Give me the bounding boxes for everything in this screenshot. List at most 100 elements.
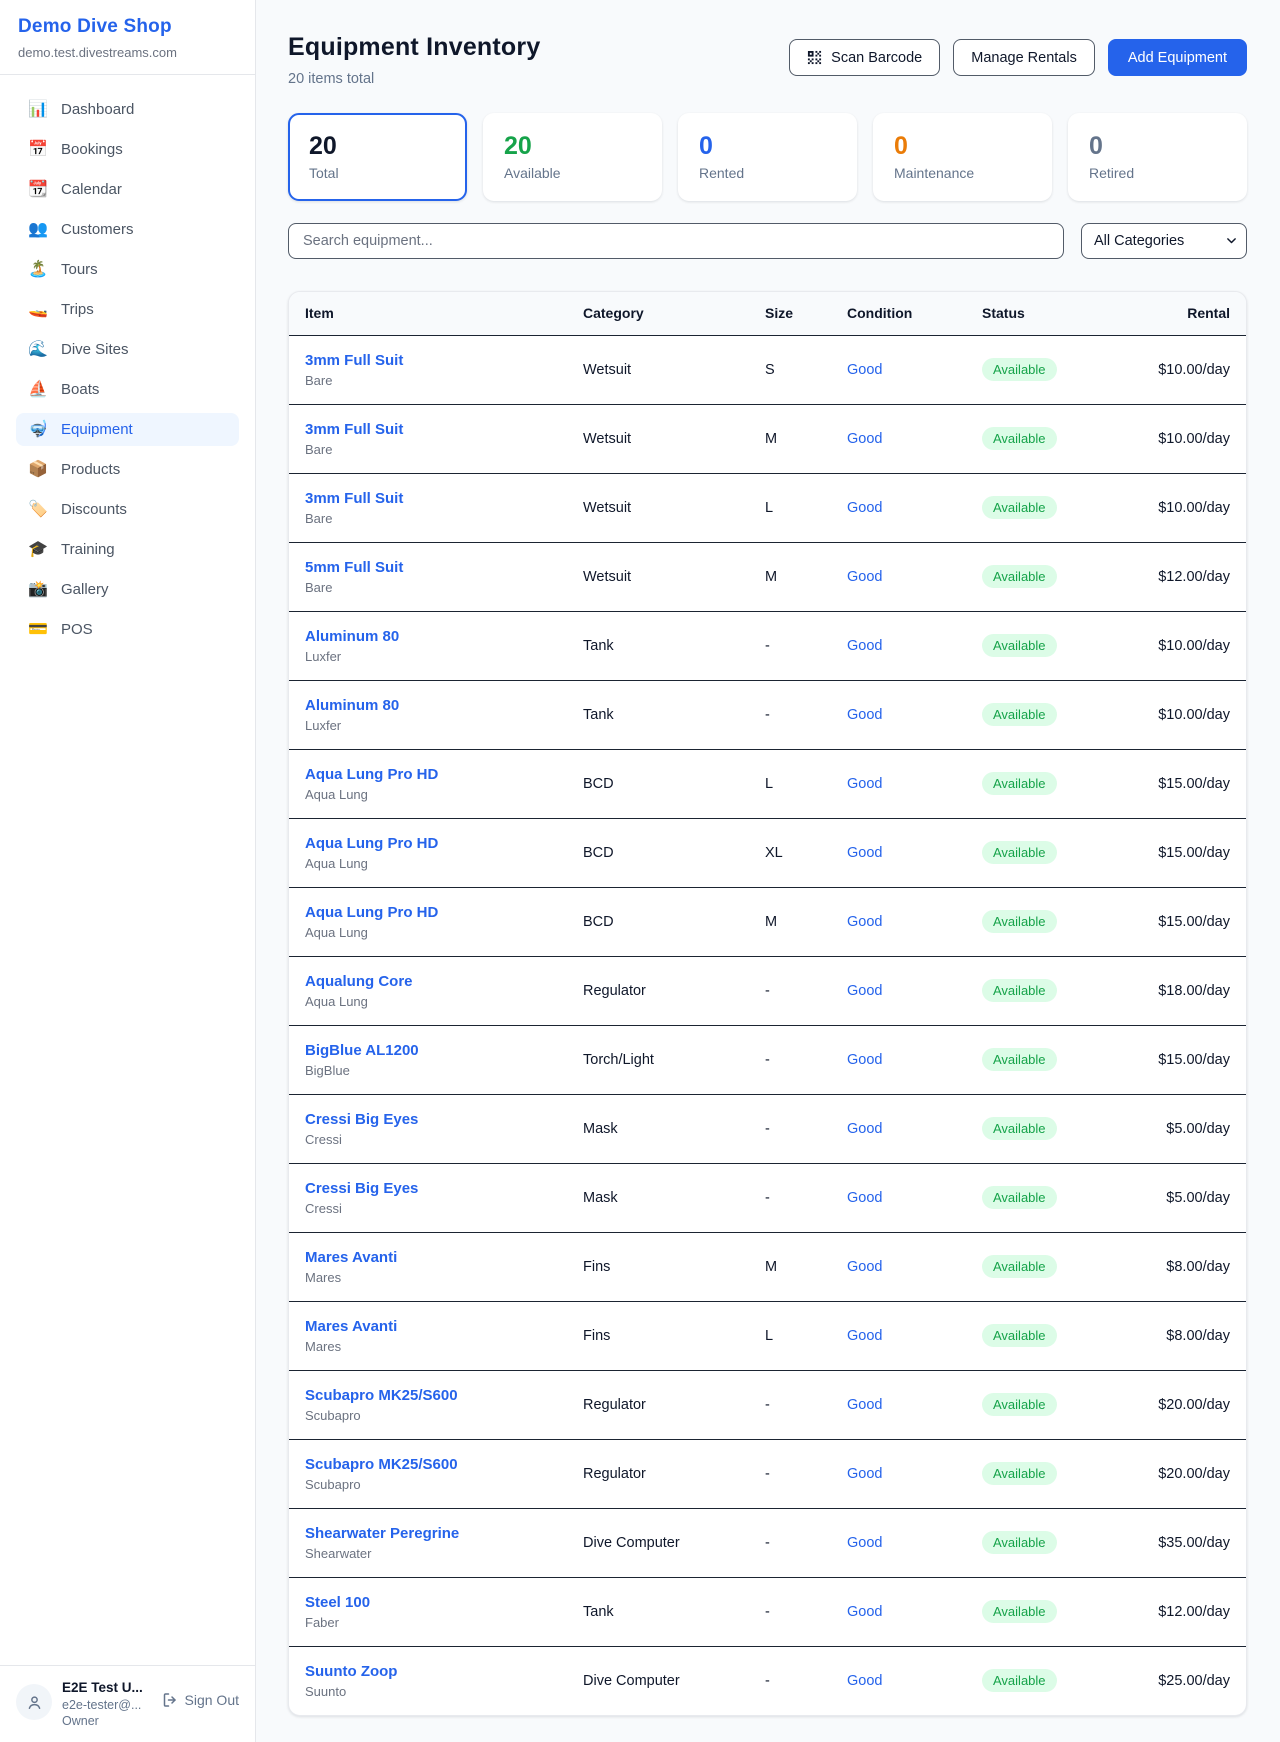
condition-link[interactable]: Good <box>847 913 883 930</box>
cell-category: Dive Computer <box>583 1645 765 1715</box>
stat-value: 20 <box>504 131 532 160</box>
item-name-link[interactable]: Aqualung Core <box>305 972 413 990</box>
item-name-link[interactable]: BigBlue AL1200 <box>305 1041 419 1059</box>
dashboard-icon: 📊 <box>28 100 48 118</box>
item-name-link[interactable]: Scubapro MK25/S600 <box>305 1455 458 1473</box>
sidebar-item-boats[interactable]: ⛵ Boats <box>16 373 239 406</box>
condition-link[interactable]: Good <box>847 430 883 447</box>
item-name-link[interactable]: Aqua Lung Pro HD <box>305 834 439 852</box>
add-equipment-label: Add Equipment <box>1127 49 1227 66</box>
sidebar-item-equipment[interactable]: 🤿 Equipment <box>16 413 239 446</box>
table-row: 5mm Full Suit Bare Wetsuit M Good Available $1… <box>289 541 1246 611</box>
cell-item: BigBlue AL1200 BigBlue <box>289 1024 583 1094</box>
search-input[interactable] <box>288 223 1064 259</box>
brand-name: Demo Dive Shop <box>18 16 172 37</box>
item-name-link[interactable]: 5mm Full Suit <box>305 558 404 576</box>
cell-status: Available <box>982 817 1112 887</box>
condition-link[interactable]: Good <box>847 1258 883 1275</box>
condition-link[interactable]: Good <box>847 1603 883 1620</box>
trips-icon: 🚤 <box>28 300 48 318</box>
add-equipment-button[interactable]: Add Equipment <box>1107 39 1247 76</box>
cell-condition: Good <box>847 472 982 542</box>
item-name-link[interactable]: Cressi Big Eyes <box>305 1110 419 1128</box>
stat-card-rented[interactable]: 0 Rented <box>678 113 857 201</box>
condition-link[interactable]: Good <box>847 568 883 585</box>
condition-link[interactable]: Good <box>847 775 883 792</box>
item-name-link[interactable]: 3mm Full Suit <box>305 420 404 438</box>
stat-card-retired[interactable]: 0 Retired <box>1068 113 1247 201</box>
cell-condition: Good <box>847 1093 982 1163</box>
status-badge: Available <box>982 1324 1057 1347</box>
cell-category: BCD <box>583 886 765 956</box>
condition-link[interactable]: Good <box>847 1189 883 1206</box>
item-name-link[interactable]: Shearwater Peregrine <box>305 1524 460 1542</box>
sidebar-item-gallery[interactable]: 📸 Gallery <box>16 573 239 606</box>
cell-item: Aluminum 80 Luxfer <box>289 679 583 749</box>
condition-link[interactable]: Good <box>847 982 883 999</box>
item-name-link[interactable]: Aluminum 80 <box>305 696 400 714</box>
equipment-icon: 🤿 <box>28 420 48 438</box>
condition-link[interactable]: Good <box>847 1534 883 1551</box>
calendar-icon: 📆 <box>28 180 48 198</box>
stat-value: 0 <box>1089 131 1103 160</box>
item-name-link[interactable]: 3mm Full Suit <box>305 351 404 369</box>
item-name-link[interactable]: 3mm Full Suit <box>305 489 404 507</box>
condition-link[interactable]: Good <box>847 637 883 654</box>
item-brand: Bare <box>305 372 333 388</box>
sidebar-item-customers[interactable]: 👥 Customers <box>16 213 239 246</box>
sidebar-item-pos[interactable]: 💳 POS <box>16 613 239 646</box>
scan-barcode-label: Scan Barcode <box>831 49 923 66</box>
item-brand: Scubapro <box>305 1407 361 1423</box>
sidebar-item-calendar[interactable]: 📆 Calendar <box>16 173 239 206</box>
sidebar-item-dive-sites[interactable]: 🌊 Dive Sites <box>16 333 239 366</box>
sidebar-item-label: Dashboard <box>61 101 135 118</box>
condition-link[interactable]: Good <box>847 499 883 516</box>
sidebar-item-dashboard[interactable]: 📊 Dashboard <box>16 93 239 126</box>
condition-link[interactable]: Good <box>847 1120 883 1137</box>
sidebar-item-bookings[interactable]: 📅 Bookings <box>16 133 239 166</box>
cell-condition: Good <box>847 817 982 887</box>
item-name-link[interactable]: Suunto Zoop <box>305 1662 398 1680</box>
dive-sites-icon: 🌊 <box>28 340 48 358</box>
condition-link[interactable]: Good <box>847 706 883 723</box>
cell-status: Available <box>982 1369 1112 1439</box>
item-name-link[interactable]: Steel 100 <box>305 1593 371 1611</box>
cell-condition: Good <box>847 403 982 473</box>
cell-size: XL <box>765 817 847 887</box>
table-row: Aluminum 80 Luxfer Tank - Good Available $10.0… <box>289 679 1246 749</box>
stat-card-available[interactable]: 20 Available <box>483 113 662 201</box>
stat-card-total[interactable]: 20 Total <box>288 113 467 201</box>
item-name-link[interactable]: Aqua Lung Pro HD <box>305 903 439 921</box>
sidebar-item-trips[interactable]: 🚤 Trips <box>16 293 239 326</box>
item-name-link[interactable]: Aluminum 80 <box>305 627 400 645</box>
condition-link[interactable]: Good <box>847 1051 883 1068</box>
item-name-link[interactable]: Mares Avanti <box>305 1317 398 1335</box>
condition-link[interactable]: Good <box>847 1396 883 1413</box>
sidebar-item-training[interactable]: 🎓 Training <box>16 533 239 566</box>
sidebar-item-discounts[interactable]: 🏷️ Discounts <box>16 493 239 526</box>
condition-link[interactable]: Good <box>847 1672 883 1689</box>
sidebar-item-tours[interactable]: 🏝️ Tours <box>16 253 239 286</box>
cell-condition: Good <box>847 610 982 680</box>
gallery-icon: 📸 <box>28 580 48 598</box>
table-row: Aqua Lung Pro HD Aqua Lung BCD L Good Availab… <box>289 748 1246 818</box>
item-name-link[interactable]: Aqua Lung Pro HD <box>305 765 439 783</box>
item-name-link[interactable]: Cressi Big Eyes <box>305 1179 419 1197</box>
sign-out-button[interactable]: Sign Out <box>162 1692 239 1708</box>
cell-category: Regulator <box>583 955 765 1025</box>
manage-rentals-button[interactable]: Manage Rentals <box>953 39 1095 76</box>
condition-link[interactable]: Good <box>847 844 883 861</box>
cell-status: Available <box>982 1300 1112 1370</box>
stat-card-maintenance[interactable]: 0 Maintenance <box>873 113 1052 201</box>
scan-barcode-button[interactable]: Scan Barcode <box>789 39 941 76</box>
item-name-link[interactable]: Mares Avanti <box>305 1248 398 1266</box>
condition-link[interactable]: Good <box>847 361 883 378</box>
cell-rental: $5.00/day <box>1112 1162 1246 1232</box>
sidebar-item-products[interactable]: 📦 Products <box>16 453 239 486</box>
category-select[interactable]: All Categories <box>1081 223 1247 259</box>
cell-condition: Good <box>847 1438 982 1508</box>
item-name-link[interactable]: Scubapro MK25/S600 <box>305 1386 458 1404</box>
cell-size: - <box>765 679 847 749</box>
condition-link[interactable]: Good <box>847 1465 883 1482</box>
condition-link[interactable]: Good <box>847 1327 883 1344</box>
